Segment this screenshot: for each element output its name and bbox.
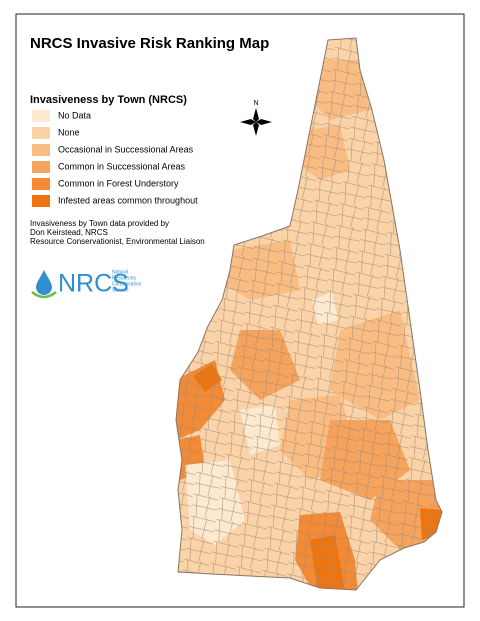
legend: No Data None Occasional in Successional Ar… [32, 110, 198, 207]
north-arrow: N [240, 100, 272, 136]
north-label: N [253, 100, 258, 107]
nrcs-logo: NRCS Natural Resources Conservation Serv… [31, 269, 142, 299]
legend-swatch [32, 110, 50, 122]
legend-swatch [32, 144, 50, 156]
map-frame [15, 13, 465, 608]
legend-swatch [32, 178, 50, 190]
logo-subtitle: Conservation [112, 281, 142, 287]
legend-label: Common in Forest Understory [58, 178, 179, 188]
credit-line: Invasiveness by Town data provided by [30, 219, 169, 228]
legend-swatch [32, 161, 50, 173]
logo-text: NRCS [58, 270, 129, 298]
logo-swoosh [31, 291, 57, 299]
credit-line: Resource Conservationist, Environmental … [30, 237, 205, 246]
logo-subtitle: Service [112, 287, 129, 293]
legend-title: Invasiveness by Town (NRCS) [30, 94, 187, 106]
arrow-point [240, 119, 256, 125]
arrow-point [256, 119, 272, 125]
map-title: NRCS Invasive Risk Ranking Map [30, 35, 269, 52]
credit-line: Don Keirstead, NRCS [30, 228, 108, 237]
legend-swatch [32, 195, 50, 207]
arrow-point [253, 108, 259, 122]
legend-label: Infested areas common throughout [58, 195, 198, 205]
legend-label: None [58, 127, 80, 137]
logo-subtitle: Natural [112, 269, 128, 275]
arrow-point [253, 122, 259, 136]
state-map [176, 38, 442, 590]
legend-label: No Data [58, 110, 91, 120]
legend-label: Common in Successional Areas [58, 161, 186, 171]
logo-drop [36, 270, 52, 295]
legend-swatch [32, 127, 50, 139]
logo-subtitle: Resources [112, 275, 136, 281]
legend-label: Occasional in Successional Areas [58, 144, 194, 154]
town-boundaries [176, 38, 442, 590]
